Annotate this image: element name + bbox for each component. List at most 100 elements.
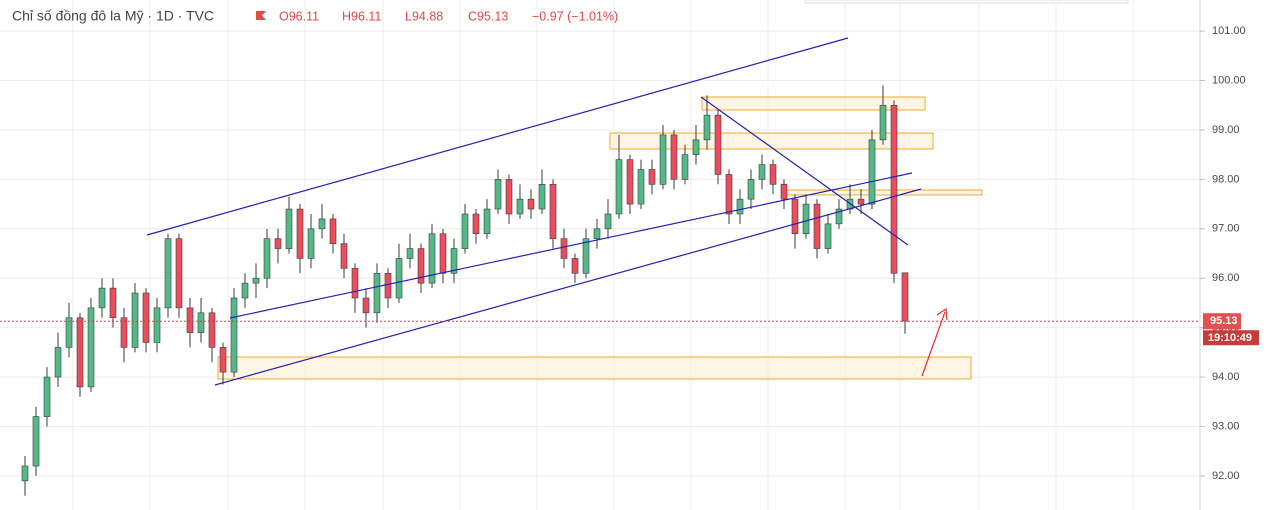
- candle-body: [428, 233, 436, 284]
- candle-body: [197, 312, 205, 333]
- candle-body: [54, 347, 62, 378]
- last-price: 95.13 19:10:49: [0, 313, 1259, 346]
- candle-body: [681, 154, 689, 180]
- candle-body: [186, 307, 194, 333]
- trend-line: [214, 188, 922, 386]
- arrow: [921, 311, 946, 377]
- ohlc-value: O96.11: [279, 9, 319, 23]
- support-zone: [217, 356, 972, 380]
- candle-body: [626, 159, 634, 205]
- resistance-zone: [701, 96, 926, 111]
- candle-body: [736, 198, 744, 215]
- candle-body: [65, 317, 73, 348]
- arrow-head: [936, 307, 948, 321]
- candle-body: [417, 248, 425, 284]
- candle-body: [43, 376, 51, 417]
- candle-body: [483, 208, 491, 235]
- candle-body: [406, 248, 414, 259]
- candles: [21, 85, 909, 496]
- candle-body: [505, 179, 513, 215]
- candle-body: [175, 238, 183, 309]
- candle-body: [549, 184, 557, 239]
- candle-body: [725, 174, 733, 215]
- candle-body: [637, 169, 645, 205]
- candle-body: [571, 258, 579, 274]
- candle-body: [219, 347, 227, 373]
- candle-body: [318, 218, 326, 230]
- candle-body: [21, 465, 29, 482]
- y-tick-label: 94.00: [1212, 371, 1240, 383]
- candle-body: [604, 213, 612, 230]
- candle-body: [98, 287, 106, 309]
- candle-body: [439, 233, 447, 274]
- candle-body: [494, 179, 502, 210]
- candle-body: [516, 198, 524, 215]
- candle-body: [307, 228, 315, 259]
- candle-body: [109, 287, 117, 319]
- last-price-label: 95.13: [1210, 315, 1238, 327]
- trend-line: [146, 37, 849, 236]
- candle-body: [461, 213, 469, 249]
- candle-body: [714, 114, 722, 175]
- trend-line: [700, 96, 909, 246]
- candle-body: [648, 169, 656, 185]
- candle-body: [582, 238, 590, 274]
- y-tick-label: 101.00: [1212, 25, 1246, 37]
- candle-body: [769, 164, 777, 185]
- y-tick-label: 100.00: [1212, 74, 1246, 86]
- countdown-box: [1203, 330, 1259, 346]
- candle-body: [395, 258, 403, 299]
- y-tick-label: 92.00: [1212, 470, 1240, 482]
- candle-body: [296, 208, 304, 259]
- ohlc-value: C95.13: [468, 9, 508, 23]
- candle-body: [274, 238, 282, 249]
- candle-body: [901, 272, 909, 322]
- drawings: [217, 96, 983, 380]
- price-axis: 92.0093.0094.0095.0096.0097.0098.0099.00…: [1200, 25, 1246, 482]
- y-tick-label: 99.00: [1212, 124, 1240, 136]
- candle-body: [703, 114, 711, 141]
- resistance-zone: [609, 132, 934, 150]
- candle-body: [208, 312, 216, 348]
- candle-body: [120, 317, 128, 348]
- candle-body: [692, 139, 700, 155]
- candle-body: [670, 134, 678, 180]
- candle-body: [835, 208, 843, 225]
- candle-body: [164, 238, 172, 309]
- candle-body: [263, 238, 271, 279]
- candle-body: [329, 218, 337, 244]
- candle-body: [230, 297, 238, 373]
- candle-body: [890, 104, 898, 274]
- ohlc-value: −0.97 (−1.01%): [532, 9, 618, 23]
- candle-body: [153, 307, 161, 343]
- y-tick-label: 98.00: [1212, 173, 1240, 185]
- candle-body: [758, 164, 766, 180]
- candle-body: [780, 184, 788, 200]
- candle-body: [857, 198, 865, 205]
- trend-lines: [146, 37, 948, 386]
- candle-body: [362, 297, 370, 314]
- candle-body: [87, 307, 95, 388]
- countdown-label: 19:10:49: [1208, 332, 1252, 344]
- candle-body: [824, 223, 832, 249]
- candle-body: [450, 248, 458, 274]
- resistance-zone: [786, 189, 983, 196]
- candle-body: [813, 203, 821, 249]
- candle-body: [252, 277, 260, 284]
- candle-body: [472, 213, 480, 235]
- time-grid: [72, 0, 1134, 510]
- symbol-title: Chỉ số đồng đô la Mỹ · 1D · TVC: [12, 8, 214, 24]
- y-tick-label: 97.00: [1212, 223, 1240, 235]
- candle-body: [560, 238, 568, 259]
- candle-body: [802, 203, 810, 235]
- candle-body: [285, 208, 293, 249]
- ohlc-value: H96.11: [342, 9, 381, 23]
- ohlc-value: L94.88: [405, 9, 443, 23]
- y-tick-label: 96.00: [1212, 272, 1240, 284]
- candle-body: [747, 179, 755, 200]
- toolbar-panel: [804, 0, 1129, 4]
- flag-icon: [256, 11, 266, 20]
- candle-body: [384, 272, 392, 299]
- candle-body: [340, 243, 348, 269]
- trend-line: [229, 172, 913, 319]
